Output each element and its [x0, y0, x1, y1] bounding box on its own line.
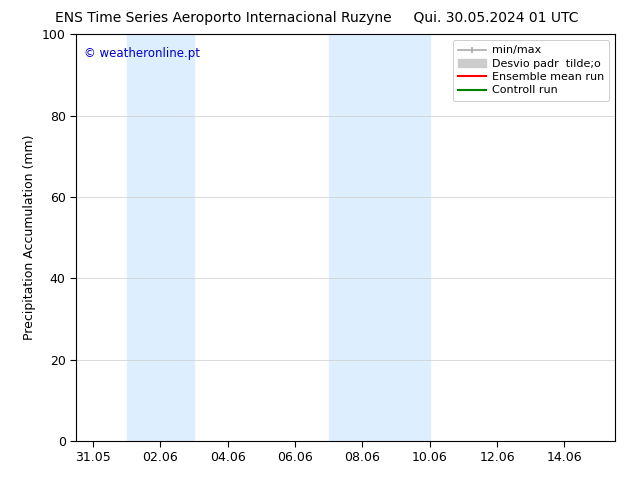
Bar — [363, 34, 430, 441]
Text: ENS Time Series Aeroporto Internacional Ruzyne     Qui. 30.05.2024 01 UTC: ENS Time Series Aeroporto Internacional … — [55, 11, 579, 25]
Text: © weatheronline.pt: © weatheronline.pt — [84, 47, 200, 59]
Bar — [328, 34, 363, 441]
Legend: min/max, Desvio padr  tilde;o, Ensemble mean run, Controll run: min/max, Desvio padr tilde;o, Ensemble m… — [453, 40, 609, 101]
Bar — [127, 34, 194, 441]
Y-axis label: Precipitation Accumulation (mm): Precipitation Accumulation (mm) — [23, 135, 36, 341]
